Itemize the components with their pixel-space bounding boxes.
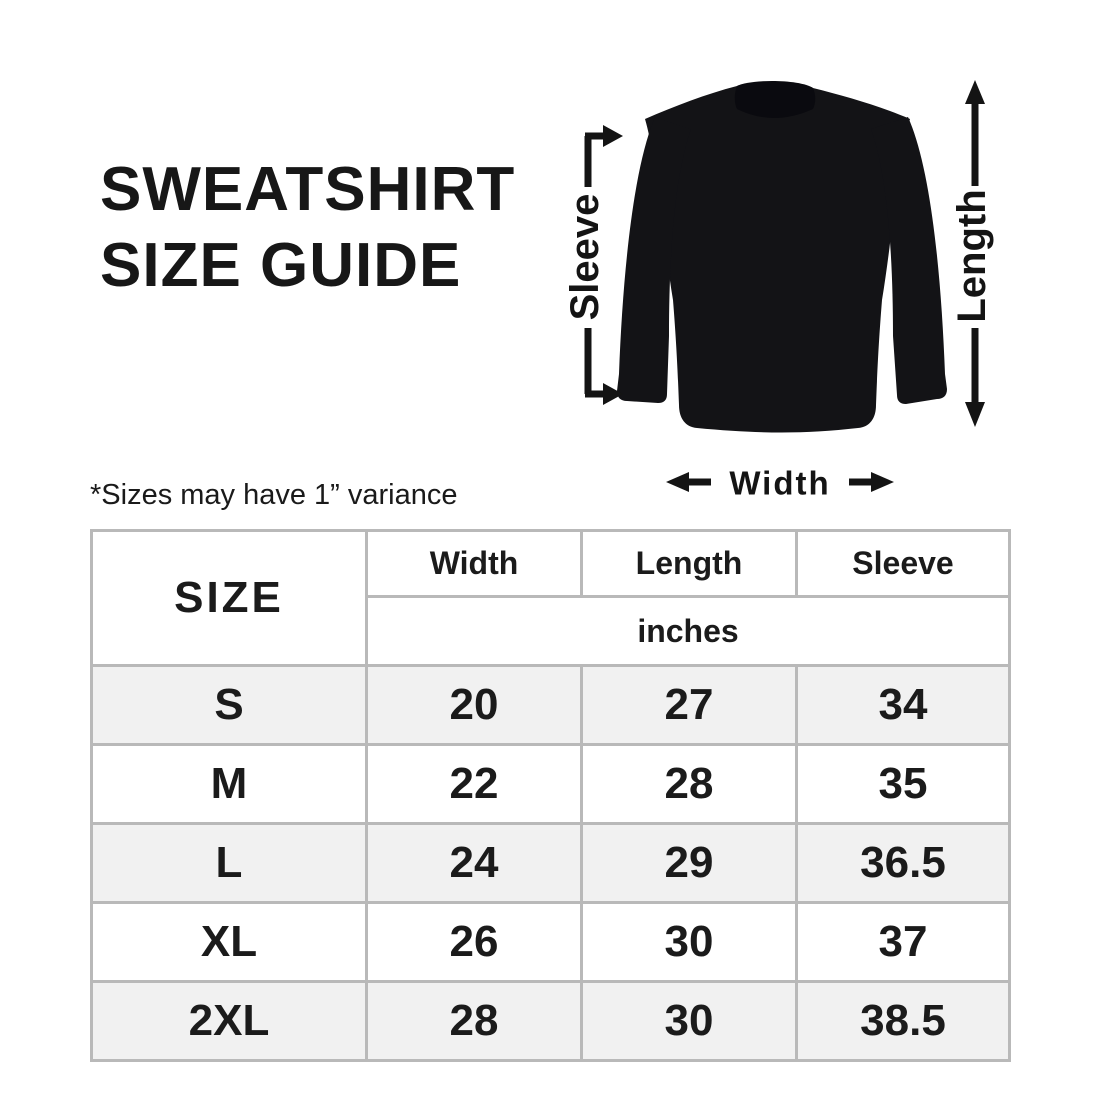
length-arrowhead-bottom bbox=[965, 402, 985, 427]
page-title: SWEATSHIRT SIZE GUIDE bbox=[100, 152, 515, 304]
length-label: Length bbox=[950, 189, 994, 322]
sweatshirt-body bbox=[645, 81, 910, 433]
width-cell: 28 bbox=[365, 980, 583, 1062]
sweatshirt-collar bbox=[734, 80, 816, 118]
width-cell: 20 bbox=[365, 664, 583, 746]
table-row-2xl: 2XL 28 30 38.5 bbox=[90, 980, 1011, 1062]
length-arrow bbox=[965, 80, 985, 427]
sleeve-cell: 35 bbox=[795, 743, 1011, 825]
size-cell: M bbox=[90, 743, 368, 825]
table-row-l: L 24 29 36.5 bbox=[90, 822, 1011, 904]
width-cell: 26 bbox=[365, 901, 583, 983]
size-column-header: SIZE bbox=[90, 529, 368, 667]
sweatshirt-left-sleeve bbox=[617, 117, 691, 403]
sleeve-arrowhead-bottom bbox=[603, 383, 623, 405]
length-cell: 28 bbox=[580, 743, 798, 825]
page-title-line-1: SWEATSHIRT bbox=[100, 155, 516, 224]
unit-header: inches bbox=[365, 595, 1011, 667]
width-arrow bbox=[666, 472, 894, 492]
sweatshirt-right-sleeve bbox=[871, 117, 947, 404]
length-cell: 30 bbox=[580, 901, 798, 983]
sleeve-cell: 34 bbox=[795, 664, 1011, 746]
sleeve-cell: 38.5 bbox=[795, 980, 1011, 1062]
length-cell: 29 bbox=[580, 822, 798, 904]
sleeve-arrowhead-top bbox=[603, 125, 623, 147]
table-row-xl: XL 26 30 37 bbox=[90, 901, 1011, 983]
sweatshirt-diagram: Sleeve Length Width bbox=[563, 80, 994, 502]
variance-note: *Sizes may have 1” variance bbox=[90, 479, 458, 511]
size-cell: L bbox=[90, 822, 368, 904]
sleeve-column-header: Sleeve bbox=[795, 529, 1011, 598]
table-row-s: S 20 27 34 bbox=[90, 664, 1011, 746]
length-cell: 27 bbox=[580, 664, 798, 746]
sleeve-arrow bbox=[584, 125, 623, 405]
sleeve-label: Sleeve bbox=[563, 194, 607, 321]
size-cell: S bbox=[90, 664, 368, 746]
sweatshirt-image bbox=[617, 80, 947, 433]
length-column-header: Length bbox=[580, 529, 798, 598]
size-table: SIZE Width Length Sleeve inches S 20 27 … bbox=[90, 529, 1011, 1062]
size-table-header: SIZE Width Length Sleeve inches bbox=[90, 529, 1011, 667]
size-cell: XL bbox=[90, 901, 368, 983]
width-cell: 22 bbox=[365, 743, 583, 825]
length-arrowhead-top bbox=[965, 80, 985, 104]
width-cell: 24 bbox=[365, 822, 583, 904]
size-cell: 2XL bbox=[90, 980, 368, 1062]
sleeve-cell: 37 bbox=[795, 901, 1011, 983]
length-cell: 30 bbox=[580, 980, 798, 1062]
width-arrowhead-left bbox=[666, 472, 689, 492]
table-row-m: M 22 28 35 bbox=[90, 743, 1011, 825]
width-arrowhead-right bbox=[871, 472, 894, 492]
sleeve-cell: 36.5 bbox=[795, 822, 1011, 904]
width-label: Width bbox=[729, 465, 830, 502]
width-column-header: Width bbox=[365, 529, 583, 598]
page-title-line-2: SIZE GUIDE bbox=[100, 231, 462, 300]
